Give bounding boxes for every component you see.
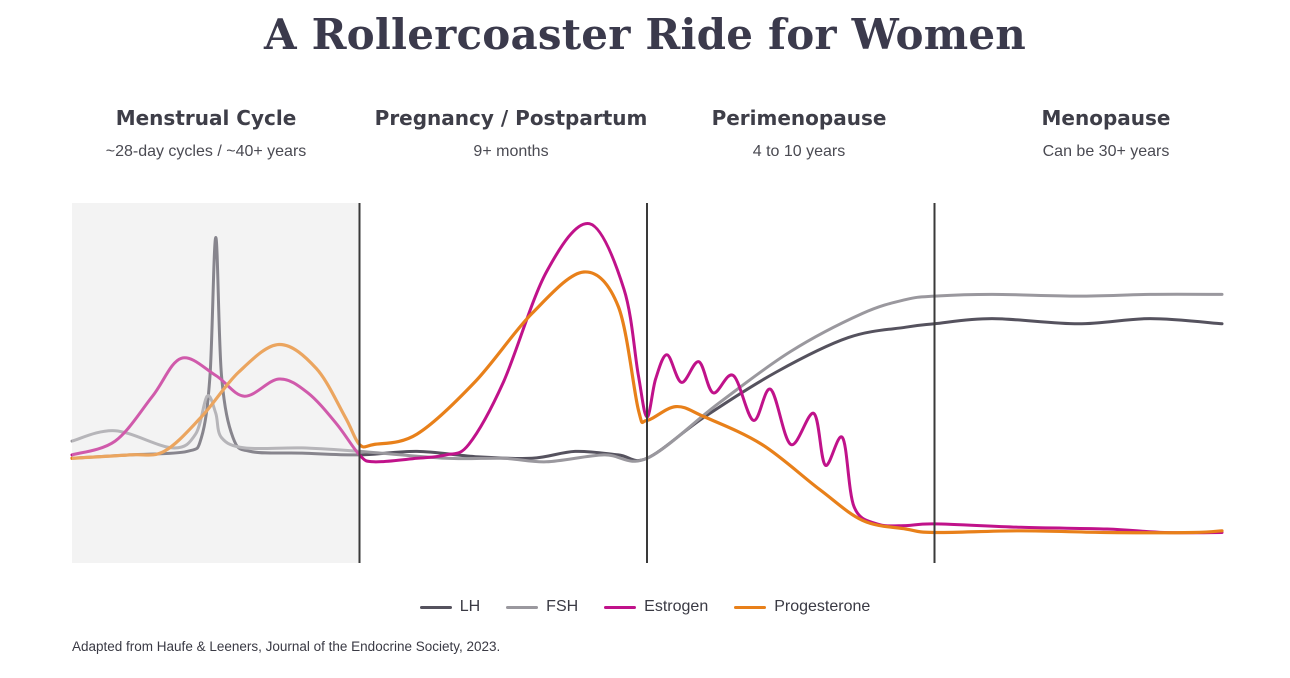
legend-swatch-estrogen (604, 605, 637, 609)
phase-duration: 9+ months (473, 143, 549, 160)
phase-duration: Can be 30+ years (1042, 143, 1170, 160)
chart-title: A Rollercoaster Ride for Women (263, 10, 1027, 59)
phase-name: Menopause (1041, 106, 1171, 130)
legend-item-lh: LH (419, 598, 481, 616)
phase-name: Perimenopause (711, 106, 887, 130)
legend-label-fsh: FSH (546, 598, 579, 615)
legend-item-progesterone: Progesterone (734, 598, 870, 616)
legend-item-estrogen: Estrogen (604, 598, 708, 616)
phase-duration: ~28-day cycles / ~40+ years (105, 143, 307, 160)
phase-header-menopause: Menopause Can be 30+ years (961, 104, 1251, 162)
legend-swatch-progesterone (734, 605, 767, 609)
shaded-phase-background (72, 203, 360, 563)
legend-label-progesterone: Progesterone (774, 598, 871, 615)
phase-name: Pregnancy / Postpartum (374, 106, 648, 130)
series-line-progesterone (70, 270, 1224, 535)
phase-header-menstrual: Menstrual Cycle ~28-day cycles / ~40+ ye… (61, 104, 351, 162)
chart-legend: LH FSH Estrogen Progesterone (0, 598, 1290, 616)
legend-item-fsh: FSH (506, 598, 578, 616)
legend-label-lh: LH (459, 598, 481, 615)
legend-swatch-lh (419, 605, 452, 609)
phase-duration: 4 to 10 years (752, 143, 846, 160)
phase-name: Menstrual Cycle (115, 106, 297, 130)
phase-header-perimenopause: Perimenopause 4 to 10 years (654, 104, 944, 162)
legend-swatch-fsh (506, 605, 539, 609)
legend-label-estrogen: Estrogen (644, 598, 709, 615)
source-note: Adapted from Haufe & Leeners, Journal of… (72, 639, 501, 654)
series-line-fsh (70, 292, 1224, 464)
phase-header-pregnancy: Pregnancy / Postpartum 9+ months (366, 104, 656, 162)
menstrual-phase-fade-overlay (72, 203, 359, 563)
